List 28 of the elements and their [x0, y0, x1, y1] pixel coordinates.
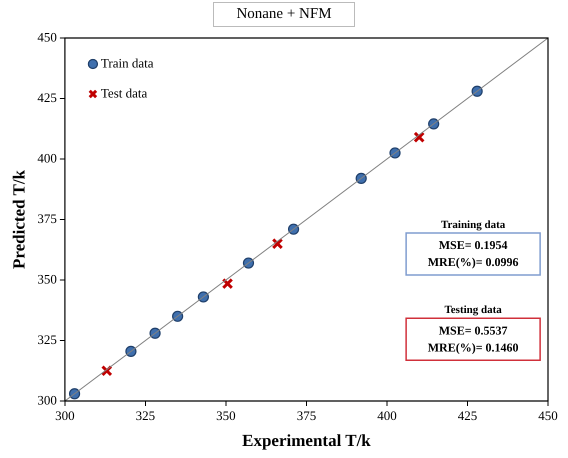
legend-label: Train data: [100, 55, 154, 70]
annotation: MSE= 0.1954: [438, 238, 508, 252]
y-tick-label: 325: [37, 332, 57, 347]
x-tick-label: 300: [55, 408, 75, 424]
annotation: Testing data: [444, 304, 502, 316]
y-tick-label: 350: [37, 271, 57, 286]
annotation: MRE(%)= 0.1460: [428, 340, 519, 354]
x-tick-label: 400: [377, 408, 397, 424]
y-tick-label: 450: [37, 29, 57, 44]
annotation: Training data: [440, 218, 506, 231]
x-axis-title: Experimental T/k: [242, 431, 372, 450]
x-tick-label: 325: [136, 408, 156, 424]
x-tick-label: 450: [538, 408, 558, 424]
point: [413, 131, 425, 143]
annotation: MSE= 0.5537: [438, 323, 508, 338]
y-axis-title: Predicted T/k: [10, 169, 29, 270]
chart-title: Nonane + NFM: [213, 2, 355, 27]
legend-label: Test data: [100, 85, 148, 100]
y-tick-label: 400: [37, 150, 57, 166]
annotation: MRE(%)= 0.0996: [428, 255, 519, 270]
x-tick-label: 425: [458, 408, 478, 424]
x-tick-label: 375: [296, 408, 316, 424]
y-tick-label: 425: [37, 90, 57, 105]
y-tick-label: 375: [37, 210, 57, 226]
point: [222, 278, 234, 290]
x-tick-label: 350: [216, 408, 236, 424]
y-tick-label: 300: [37, 392, 57, 408]
point: [272, 238, 284, 250]
